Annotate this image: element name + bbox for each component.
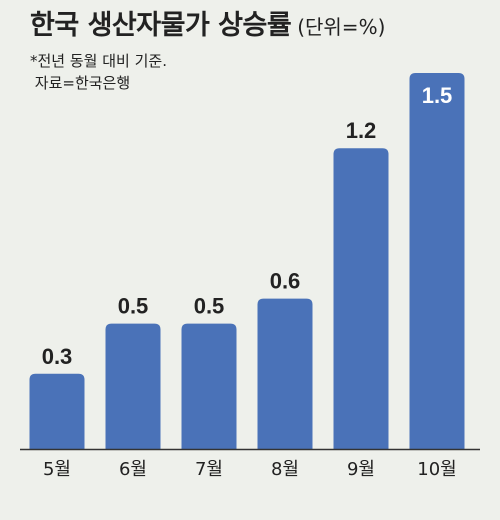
chart-source: 자료=한국은행 (34, 73, 131, 92)
bar-value-label: 0.5 (118, 294, 149, 319)
category-label: 6월 (119, 459, 147, 480)
bar-1 (29, 373, 85, 449)
title-row: 한국 생산자물가 상승률 (단위=%) (30, 12, 490, 39)
chart-unit: (단위=%) (297, 15, 386, 39)
bar-3 (181, 323, 237, 449)
category-label: 5월 (43, 459, 71, 480)
chart-notes: *전년 동월 대비 기준. 자료=한국은행 (30, 51, 490, 95)
bar-4 (257, 298, 313, 449)
bar-value-label: 0.3 (42, 344, 73, 369)
bar-2 (105, 323, 161, 449)
category-label: 9월 (347, 459, 375, 480)
bar-value-label: 0.6 (270, 269, 301, 294)
chart-header: 한국 생산자물가 상승률 (단위=%) *전년 동월 대비 기준. 자료=한국은행 (30, 12, 490, 95)
bar-value-label: 0.5 (194, 294, 225, 319)
chart-note: *전년 동월 대비 기준. (30, 52, 167, 70)
bar-5 (333, 148, 389, 449)
category-label: 7월 (195, 459, 223, 480)
bar-6 (409, 73, 465, 449)
bar-value-label: 1.5 (422, 83, 453, 108)
chart-title: 한국 생산자물가 상승률 (30, 10, 292, 41)
category-label: 10월 (417, 459, 456, 480)
bar-value-label: 1.2 (346, 118, 377, 143)
category-label: 8월 (271, 459, 299, 480)
